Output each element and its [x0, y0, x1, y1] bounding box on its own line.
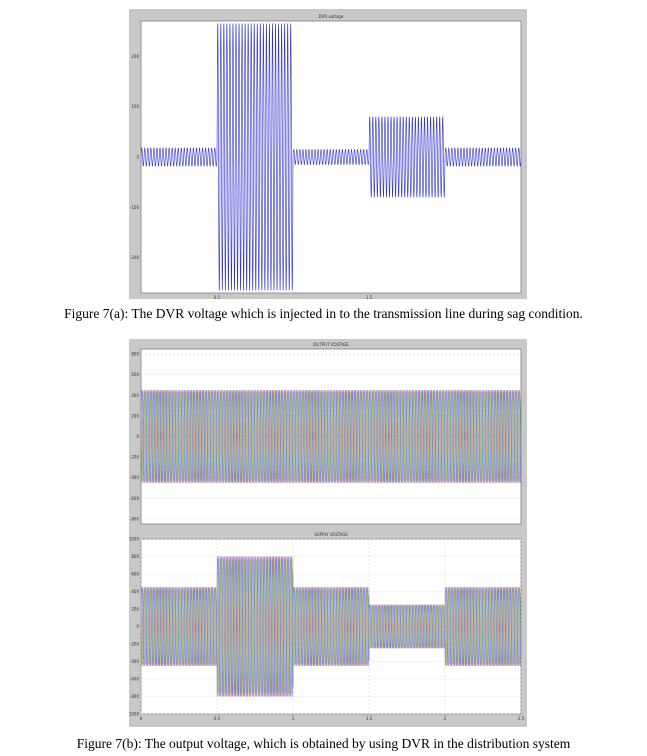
- x-tick-label: 0.5: [214, 295, 221, 299]
- series-line: [141, 23, 521, 291]
- series-line: [141, 559, 521, 694]
- figure-7b-plot: OUTPUT VOLTAGE8006004002000-200-400-600-…: [129, 342, 525, 721]
- y-tick-label: 100: [131, 104, 139, 109]
- y-tick-label: 200: [131, 607, 139, 612]
- y-tick-label: -400: [130, 475, 140, 480]
- plot-title: DVR voltage: [319, 14, 344, 19]
- y-tick-label: 200: [131, 54, 139, 59]
- y-tick-label: 1000: [129, 537, 139, 542]
- y-tick-label: -200: [130, 455, 140, 460]
- figure-7b-scope: OUTPUT VOLTAGE 800 600 400 200 0 -200 -400 -600-…: [129, 339, 527, 727]
- x-tick-label: 1.5: [366, 295, 373, 299]
- y-tick-label: -600: [130, 677, 140, 682]
- y-tick-label: 600: [131, 572, 139, 577]
- y-tick-label: -200: [130, 642, 140, 647]
- x-tick-label: 2: [444, 716, 447, 721]
- x-tick-label: 0: [140, 716, 143, 721]
- y-tick-label: 0: [136, 434, 139, 439]
- series-line: [141, 391, 521, 482]
- figure-7b-caption: Figure 7(b): The output voltage, which i…: [76, 736, 571, 751]
- plot-title: OUTPUT VOLTAGE: [313, 342, 349, 347]
- x-tick-label: 0.5: [214, 716, 221, 721]
- y-tick-label: 400: [131, 393, 139, 398]
- y-tick-label: -800: [130, 694, 140, 699]
- y-tick-label: 800: [131, 554, 139, 559]
- plot-title: SUPPLY VOLTAGE: [314, 532, 348, 537]
- y-tick-label: 600: [131, 372, 139, 377]
- y-tick-label: 800: [131, 352, 139, 357]
- figure-7a-plot: DVR voltage 200 100 0 -100 -200 0.5 1.5: [130, 14, 522, 299]
- figure-7a-scope: DVR voltage 200 100 0 -100 -200 0.5 1.5: [129, 9, 527, 299]
- y-tick-label: -400: [130, 659, 140, 664]
- y-tick-label: -600: [130, 496, 140, 501]
- y-tick-label: -200: [130, 255, 140, 260]
- y-tick-label: 0: [136, 624, 139, 629]
- y-tick-label: -100: [130, 205, 140, 210]
- x-tick-label: 1: [292, 716, 295, 721]
- waveform-group: [141, 23, 521, 291]
- x-tick-label: 2.5: [518, 716, 525, 721]
- y-tick-label: 400: [131, 589, 139, 594]
- y-tick-label: 0: [136, 155, 139, 160]
- waveform-group: [141, 556, 521, 697]
- y-tick-label: -800: [130, 516, 140, 521]
- figure-7a-caption: Figure 7(a): The DVR voltage which is in…: [64, 306, 583, 321]
- waveform-group: [141, 390, 521, 483]
- y-tick-label: -1000: [129, 712, 139, 717]
- y-tick-label: 200: [131, 413, 139, 418]
- x-tick-label: 1.5: [366, 716, 373, 721]
